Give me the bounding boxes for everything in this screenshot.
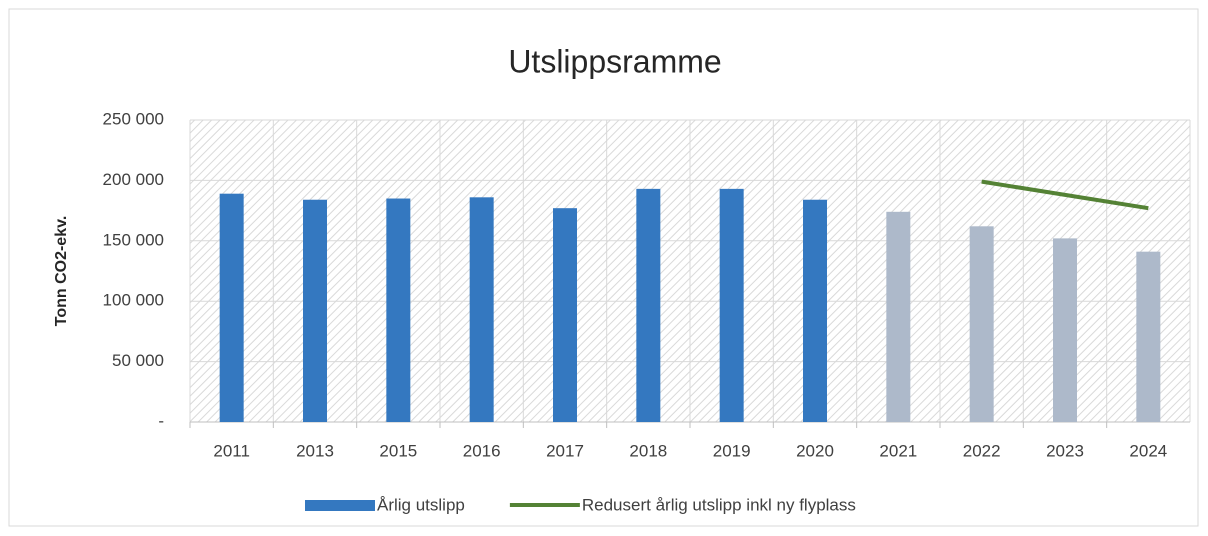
bar — [219, 193, 244, 422]
legend-swatch — [305, 500, 375, 511]
y-tick-label: 200 000 — [103, 170, 164, 189]
x-tick-label: 2022 — [963, 441, 1001, 460]
x-tick-label: 2015 — [379, 441, 417, 460]
x-tick-label: 2019 — [713, 441, 751, 460]
bar — [386, 198, 411, 422]
legend-label: Årlig utslipp — [377, 495, 465, 514]
x-tick-label: 2013 — [296, 441, 334, 460]
y-tick-label: - — [158, 411, 164, 430]
x-tick-label: 2018 — [629, 441, 667, 460]
y-tick-label: 50 000 — [112, 351, 164, 370]
bar — [553, 208, 577, 422]
x-tick-label: 2021 — [879, 441, 917, 460]
bar — [1053, 238, 1077, 422]
x-tick-label: 2011 — [213, 441, 250, 460]
y-tick-label: 250 000 — [103, 109, 164, 128]
x-tick-label: 2023 — [1046, 441, 1084, 460]
bar — [719, 188, 744, 422]
x-tick-label: 2016 — [463, 441, 501, 460]
chart-title: Utslippsramme — [508, 43, 721, 79]
bar — [1136, 251, 1161, 422]
y-tick-label: 150 000 — [103, 230, 164, 249]
line — [981, 179, 1149, 211]
x-tick-label: 2017 — [546, 441, 584, 460]
y-tick-label: 100 000 — [103, 291, 164, 310]
bar — [636, 188, 661, 422]
bar — [469, 197, 494, 422]
y-axis-title: Tonn CO2-ekv. — [53, 216, 70, 327]
bar — [886, 211, 911, 422]
x-tick-label: 2020 — [796, 441, 834, 460]
bar — [303, 199, 327, 422]
x-tick-label: 2024 — [1129, 441, 1167, 460]
bar — [803, 199, 827, 422]
bar — [969, 226, 994, 422]
legend-label: Redusert årlig utslipp inkl ny flyplass — [582, 495, 856, 514]
